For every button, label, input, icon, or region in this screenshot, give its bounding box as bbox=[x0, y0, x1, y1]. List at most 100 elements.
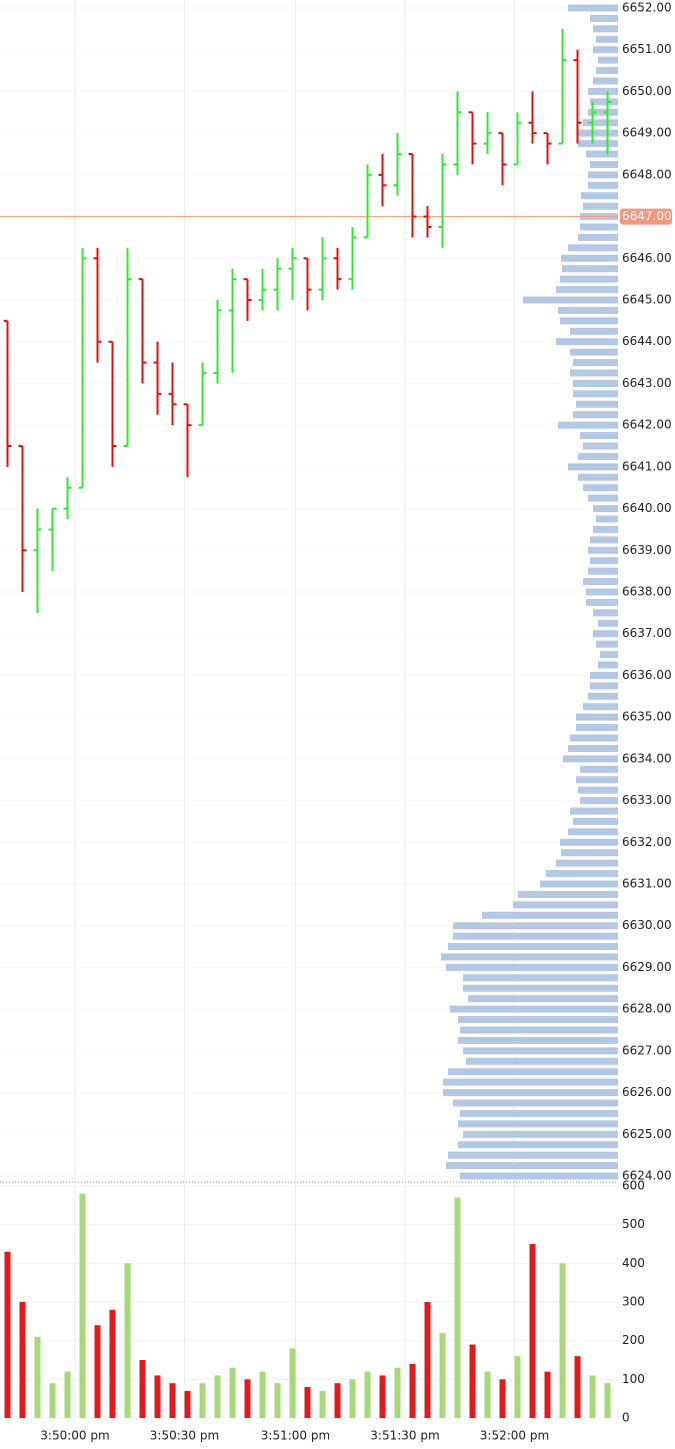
profile-bar bbox=[573, 379, 618, 387]
profile-bar bbox=[596, 67, 618, 75]
profile-bar bbox=[600, 651, 618, 659]
last-price-label: 6647.00 bbox=[622, 209, 672, 223]
volume-bar bbox=[424, 1302, 431, 1418]
profile-bar bbox=[576, 400, 618, 408]
profile-bar bbox=[441, 953, 618, 961]
profile-bar bbox=[568, 463, 618, 471]
x-tick-label: 3:52:00 pm bbox=[480, 1429, 549, 1443]
profile-bar bbox=[556, 286, 618, 294]
profile-bar bbox=[576, 713, 618, 721]
volume-bar bbox=[454, 1197, 461, 1418]
x-tick-label: 3:50:30 pm bbox=[150, 1429, 219, 1443]
profile-bar bbox=[590, 14, 618, 22]
profile-bar bbox=[586, 588, 618, 596]
profile-bar bbox=[570, 734, 618, 742]
y-tick-label: 6645.00 bbox=[622, 293, 672, 307]
volume-bar bbox=[514, 1356, 521, 1418]
profile-bar bbox=[458, 1016, 618, 1024]
profile-bar bbox=[593, 525, 618, 533]
profile-bar bbox=[598, 661, 618, 669]
profile-bar bbox=[570, 807, 618, 815]
volume-tick-label: 200 bbox=[622, 1333, 645, 1347]
y-tick-label: 6624.00 bbox=[622, 1169, 672, 1183]
profile-bar bbox=[576, 776, 618, 784]
volume-bar bbox=[574, 1356, 581, 1418]
profile-bar bbox=[453, 922, 618, 930]
profile-bar bbox=[588, 181, 618, 189]
volume-tick-label: 600 bbox=[622, 1179, 645, 1193]
profile-bar bbox=[593, 25, 618, 33]
profile-bar bbox=[448, 943, 618, 951]
profile-bar bbox=[460, 1172, 618, 1180]
profile-bar bbox=[593, 630, 618, 638]
profile-bar bbox=[583, 202, 618, 210]
profile-bar bbox=[590, 160, 618, 168]
profile-bar bbox=[583, 484, 618, 492]
volume-bar bbox=[34, 1336, 41, 1418]
volume-bar bbox=[304, 1387, 311, 1418]
volume-bar bbox=[394, 1367, 401, 1418]
volume-bar bbox=[169, 1383, 176, 1418]
y-tick-label: 6637.00 bbox=[622, 626, 672, 640]
volume-bar bbox=[139, 1360, 146, 1418]
profile-bar bbox=[560, 317, 618, 325]
volume-bar bbox=[4, 1251, 11, 1418]
profile-bar bbox=[453, 1099, 618, 1107]
profile-bar bbox=[583, 442, 618, 450]
volume-bar bbox=[289, 1348, 296, 1418]
profile-bar bbox=[583, 703, 618, 711]
profile-bar bbox=[458, 1120, 618, 1128]
profile-bar bbox=[560, 275, 618, 283]
y-tick-label: 6625.00 bbox=[622, 1127, 672, 1141]
y-tick-label: 6630.00 bbox=[622, 918, 672, 932]
volume-bar bbox=[124, 1263, 131, 1418]
profile-bar bbox=[578, 786, 618, 794]
profile-bar bbox=[573, 817, 618, 825]
y-tick-label: 6633.00 bbox=[622, 793, 672, 807]
profile-bar bbox=[458, 1036, 618, 1044]
profile-bar bbox=[576, 724, 618, 732]
y-tick-label: 6635.00 bbox=[622, 710, 672, 724]
profile-bar bbox=[561, 254, 618, 262]
profile-bar bbox=[590, 557, 618, 565]
volume-bar bbox=[334, 1383, 341, 1418]
profile-bar bbox=[590, 98, 618, 106]
volume-bar bbox=[559, 1263, 566, 1418]
x-tick-label: 3:51:00 pm bbox=[261, 1429, 330, 1443]
volume-bar bbox=[544, 1371, 551, 1418]
profile-bar bbox=[586, 150, 618, 158]
last-price-box bbox=[620, 208, 672, 225]
profile-bar bbox=[513, 901, 618, 909]
profile-bar bbox=[466, 1057, 618, 1065]
profile-bar bbox=[598, 56, 618, 64]
profile-bar bbox=[578, 129, 618, 137]
y-tick-label: 6634.00 bbox=[622, 751, 672, 765]
profile-bar bbox=[561, 849, 618, 857]
profile-bar bbox=[580, 765, 618, 773]
profile-bar bbox=[463, 1047, 618, 1055]
profile-bar bbox=[580, 797, 618, 805]
volume-bar bbox=[319, 1390, 326, 1418]
profile-bar bbox=[581, 192, 618, 200]
volume-bar bbox=[184, 1390, 191, 1418]
y-tick-label: 6629.00 bbox=[622, 960, 672, 974]
volume-bar bbox=[64, 1371, 71, 1418]
x-tick-label: 3:51:30 pm bbox=[370, 1429, 439, 1443]
profile-bar bbox=[588, 546, 618, 554]
volume-bar bbox=[229, 1367, 236, 1418]
profile-bar bbox=[588, 108, 618, 116]
profile-bar bbox=[458, 1141, 618, 1149]
y-tick-label: 6650.00 bbox=[622, 84, 672, 98]
y-tick-label: 6626.00 bbox=[622, 1085, 672, 1099]
volume-bar bbox=[529, 1244, 536, 1418]
y-tick-label: 6648.00 bbox=[622, 167, 672, 181]
profile-bar bbox=[562, 265, 618, 273]
profile-bar bbox=[578, 473, 618, 481]
y-tick-label: 6628.00 bbox=[622, 1002, 672, 1016]
profile-bar bbox=[450, 1005, 618, 1013]
profile-bar bbox=[570, 369, 618, 377]
profile-bar bbox=[568, 244, 618, 252]
profile-bar bbox=[586, 598, 618, 606]
volume-bar bbox=[379, 1375, 386, 1418]
profile-bar bbox=[580, 223, 618, 231]
